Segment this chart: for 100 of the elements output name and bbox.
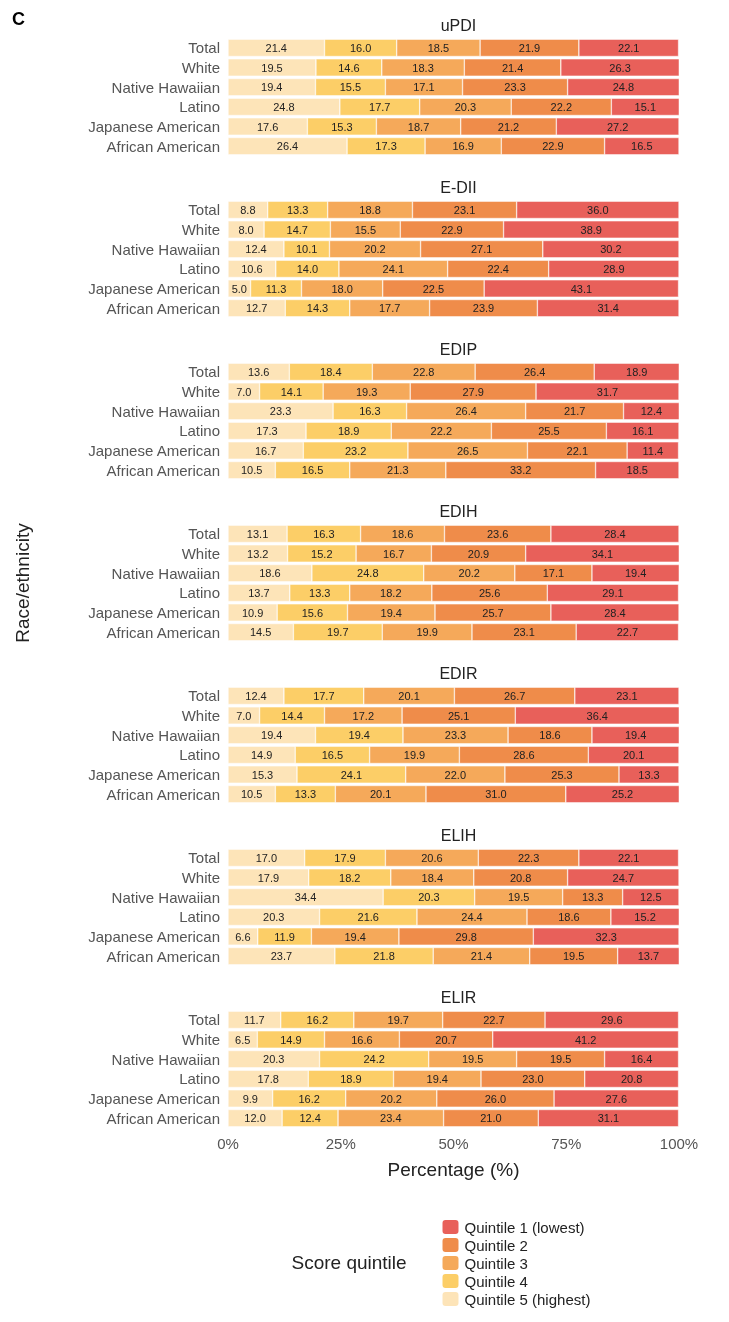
y-tick-label: Total [188,363,220,381]
data-label: 26.4 [523,365,546,378]
data-label: 31.0 [485,788,507,801]
data-label: 19.4 [624,729,647,742]
data-label: 21.4 [470,950,493,963]
data-label: 18.4 [421,871,444,884]
y-tick-label: African American [106,785,220,803]
data-label: 26.5 [457,444,479,457]
data-label: 29.8 [455,930,477,943]
data-label: 11.4 [642,444,664,457]
data-label: 15.5 [354,223,377,236]
data-label: 19.4 [624,567,647,580]
y-tick-label: Native Hawaiian [111,240,220,258]
data-label: 19.5 [549,1053,572,1066]
data-label: 18.2 [380,586,402,599]
y-tick-label: Latino [179,422,220,440]
data-label: 22.8 [413,365,435,378]
y-tick-label: Native Hawaiian [111,888,220,906]
data-label: 19.4 [261,81,283,94]
data-label: 21.4 [501,61,524,74]
chart-title: ELIR [440,988,477,1006]
data-label: 12.7 [245,302,268,315]
data-label: 23.1 [453,203,476,216]
y-tick-label: Latino [179,584,220,602]
data-label: 17.0 [255,851,278,864]
data-label: 20.1 [398,689,420,702]
data-label: 28.6 [513,748,535,761]
data-label: 13.1 [246,527,269,540]
y-tick-label: Latino [179,1070,220,1088]
data-label: 18.9 [340,1072,362,1085]
data-label: 16.3 [313,527,335,540]
y-tick-label: Latino [179,260,220,278]
data-label: 12.4 [640,405,663,418]
data-label: 5.0 [231,282,247,295]
data-label: 12.4 [245,243,267,256]
data-label: 32.3 [595,930,617,943]
data-label: 24.8 [273,100,295,113]
data-label: 28.4 [604,527,626,540]
data-label: 15.6 [301,606,324,619]
data-label: 19.5 [461,1053,484,1066]
data-label: 23.3 [444,729,467,742]
x-tick-label: 50% [438,1135,469,1152]
data-label: 27.6 [605,1092,628,1105]
data-label: 23.3 [504,81,526,94]
legend-title: Score quintile [291,1252,407,1273]
data-label: 34.4 [294,891,317,904]
data-label: 17.1 [413,81,435,94]
data-label: 16.1 [631,424,654,437]
data-label: 18.7 [407,120,430,133]
data-label: 20.3 [418,891,440,904]
data-label: 17.8 [257,1072,279,1085]
data-label: 21.7 [563,405,586,418]
data-label: 11.7 [244,1013,265,1026]
data-label: 18.3 [412,61,434,74]
data-label: 25.6 [478,586,501,599]
data-label: 18.6 [391,527,414,540]
data-label: 20.3 [263,1053,285,1066]
x-tick-label: 0% [217,1135,239,1152]
data-label: 25.7 [482,606,504,619]
y-tick-label: African American [106,461,220,479]
data-label: 20.6 [421,851,443,864]
y-tick-label: Total [188,39,220,57]
y-tick-label: White [181,707,220,724]
data-label: 17.6 [256,120,279,133]
data-label: 24.1 [340,768,363,781]
data-label: 23.0 [522,1072,544,1085]
data-label: 25.3 [551,768,573,781]
y-tick-label: Japanese American [88,1090,220,1107]
data-label: 16.5 [631,140,653,153]
y-tick-label: Native Hawaiian [111,564,220,582]
y-tick-label: Total [188,201,220,219]
data-label: 19.5 [261,61,283,74]
data-label: 14.9 [250,748,273,761]
data-label: 7.0 [236,709,252,722]
data-label: 22.1 [618,851,640,864]
data-label: 24.8 [357,567,379,580]
data-label: 16.7 [254,444,277,457]
data-label: 19.4 [261,729,283,742]
data-label: 16.6 [351,1033,373,1046]
data-label: 23.3 [269,405,292,418]
data-label: 12.4 [245,689,267,702]
data-label: 19.7 [387,1013,409,1026]
y-tick-label: Native Hawaiian [111,726,220,744]
data-label: 19.4 [380,606,402,619]
data-label: 13.3 [294,788,317,801]
y-tick-label: White [181,59,220,76]
data-label: 27.2 [606,120,629,133]
data-label: 22.0 [444,768,467,781]
y-tick-label: Total [188,687,220,705]
data-label: 20.1 [622,748,645,761]
data-label: 13.3 [638,768,660,781]
data-label: 21.8 [373,950,395,963]
data-label: 16.2 [298,1092,320,1105]
data-label: 21.3 [387,464,409,477]
data-label: 16.5 [321,748,344,761]
x-tick-label: 75% [551,1135,582,1152]
data-label: 16.5 [301,464,324,477]
data-label: 20.2 [458,567,480,580]
data-label: 20.9 [467,547,490,560]
y-axis-title: Race/ethnicity [11,522,33,643]
